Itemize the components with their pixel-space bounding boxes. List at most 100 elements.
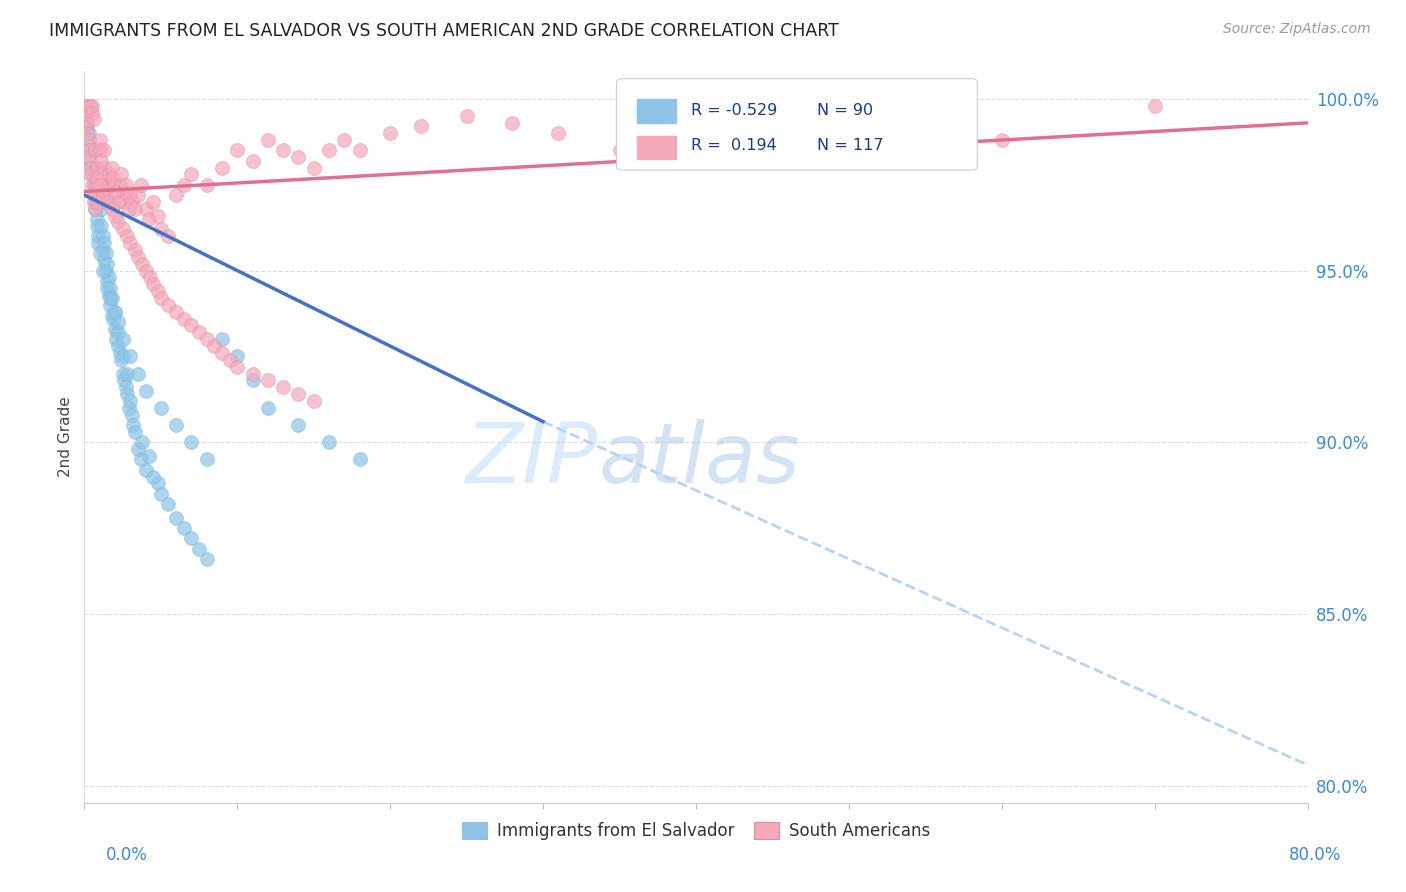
Point — [86, 212, 108, 227]
Point — [83, 188, 105, 202]
Point — [149, 487, 172, 501]
Point — [93, 235, 115, 250]
Bar — [637, 136, 676, 159]
Point — [991, 133, 1014, 147]
Text: 0.0%: 0.0% — [105, 846, 148, 863]
Point — [547, 126, 569, 140]
Text: N = 117: N = 117 — [817, 138, 883, 153]
Point — [83, 178, 105, 192]
Point — [121, 408, 143, 422]
Point — [146, 284, 169, 298]
Point — [94, 246, 117, 260]
Point — [149, 291, 172, 305]
Point — [89, 178, 111, 192]
Point — [98, 291, 121, 305]
Point — [318, 144, 340, 158]
Point — [180, 318, 202, 333]
Point — [142, 194, 165, 209]
Point — [83, 194, 105, 209]
Point — [127, 250, 149, 264]
Point — [257, 401, 280, 415]
Point — [380, 126, 402, 140]
Point — [120, 188, 142, 202]
Point — [107, 315, 129, 329]
Point — [76, 116, 98, 130]
Point — [114, 380, 136, 394]
Point — [271, 380, 294, 394]
Point — [76, 120, 98, 134]
Point — [79, 161, 101, 175]
Point — [89, 178, 111, 192]
Point — [118, 202, 141, 216]
Point — [105, 332, 128, 346]
Point — [80, 178, 103, 192]
Point — [79, 167, 101, 181]
Point — [77, 133, 100, 147]
Point — [120, 394, 142, 409]
Point — [302, 161, 325, 175]
Point — [96, 178, 118, 192]
Point — [127, 188, 149, 202]
Point — [89, 144, 111, 158]
Point — [149, 222, 172, 236]
Point — [333, 133, 356, 147]
Point — [120, 235, 142, 250]
Point — [242, 153, 264, 168]
Point — [84, 202, 107, 216]
Point — [138, 449, 160, 463]
Point — [96, 188, 118, 202]
Point — [96, 281, 118, 295]
Point — [90, 219, 112, 233]
Point — [120, 350, 142, 364]
Point — [108, 346, 131, 360]
Point — [1143, 98, 1166, 112]
Point — [80, 161, 103, 175]
Point — [97, 270, 120, 285]
Point — [105, 185, 128, 199]
Point — [157, 229, 180, 244]
Point — [80, 98, 103, 112]
Point — [135, 263, 157, 277]
Point — [115, 229, 138, 244]
Point — [79, 153, 101, 168]
Point — [90, 153, 112, 168]
Point — [101, 291, 124, 305]
Point — [91, 188, 114, 202]
Point — [97, 287, 120, 301]
Point — [91, 229, 114, 244]
Point — [111, 350, 134, 364]
Point — [91, 188, 114, 202]
Point — [98, 281, 121, 295]
Point — [287, 387, 309, 401]
Point — [75, 109, 97, 123]
Point — [79, 98, 101, 112]
Text: R =  0.194: R = 0.194 — [692, 138, 778, 153]
Point — [127, 442, 149, 456]
Point — [226, 144, 249, 158]
Point — [180, 435, 202, 450]
Point — [456, 109, 478, 123]
Point — [226, 359, 249, 374]
Point — [112, 373, 135, 387]
Point — [83, 112, 105, 127]
Point — [91, 178, 114, 192]
Point — [111, 185, 134, 199]
Point — [111, 367, 134, 381]
Point — [195, 178, 218, 192]
Point — [87, 194, 110, 209]
Point — [115, 387, 138, 401]
Bar — [637, 99, 676, 122]
Point — [89, 194, 111, 209]
Point — [157, 298, 180, 312]
Point — [118, 401, 141, 415]
Point — [165, 304, 187, 318]
Point — [87, 229, 110, 244]
Point — [89, 246, 111, 260]
Point — [146, 476, 169, 491]
Point — [104, 209, 127, 223]
Point — [84, 178, 107, 192]
Text: R = -0.529: R = -0.529 — [692, 103, 778, 118]
Point — [271, 144, 294, 158]
Point — [87, 188, 110, 202]
Point — [108, 178, 131, 192]
